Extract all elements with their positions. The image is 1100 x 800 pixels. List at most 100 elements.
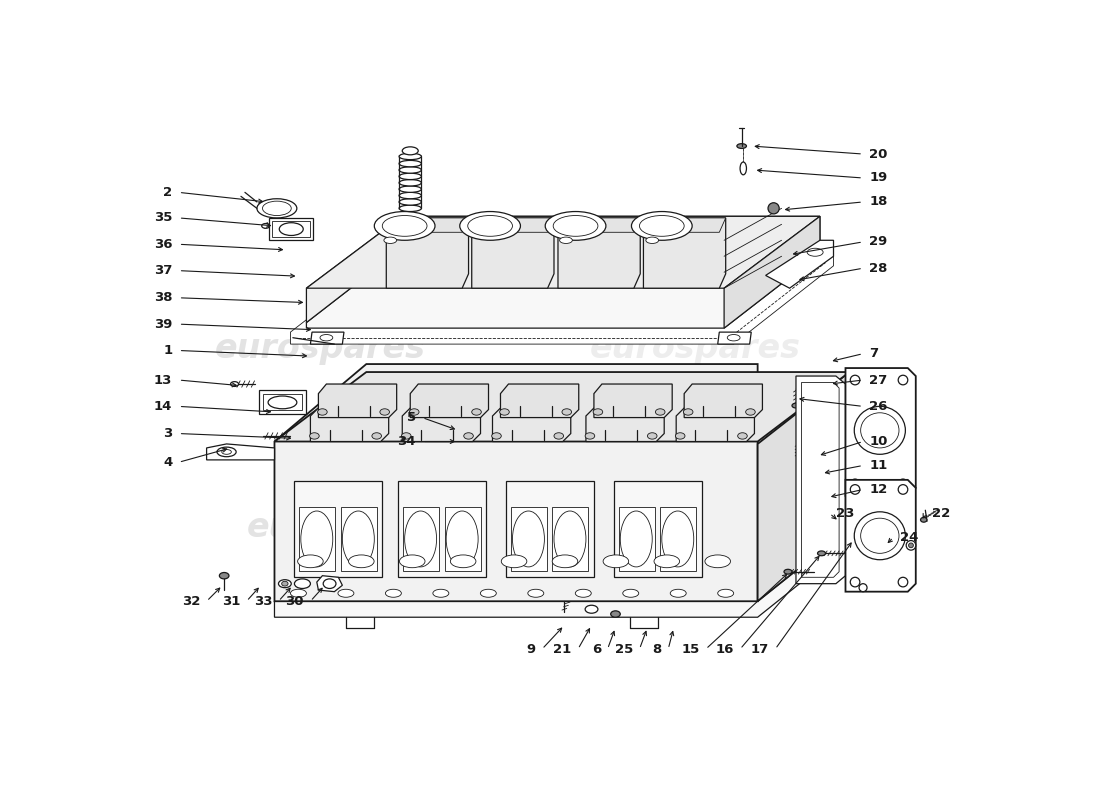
Ellipse shape bbox=[740, 162, 747, 174]
Ellipse shape bbox=[727, 334, 740, 341]
Ellipse shape bbox=[562, 409, 572, 415]
Ellipse shape bbox=[560, 237, 572, 243]
Ellipse shape bbox=[222, 450, 231, 454]
Ellipse shape bbox=[338, 590, 354, 598]
Ellipse shape bbox=[374, 211, 434, 240]
Ellipse shape bbox=[899, 375, 907, 385]
Text: 33: 33 bbox=[254, 594, 272, 608]
Ellipse shape bbox=[575, 590, 592, 598]
Polygon shape bbox=[275, 364, 758, 602]
Text: 16: 16 bbox=[715, 642, 734, 656]
Ellipse shape bbox=[402, 433, 411, 439]
Text: 38: 38 bbox=[154, 291, 173, 304]
Text: 25: 25 bbox=[615, 642, 634, 656]
Text: 3: 3 bbox=[163, 427, 173, 440]
Ellipse shape bbox=[639, 215, 684, 236]
Text: 5: 5 bbox=[407, 411, 416, 424]
Bar bbox=[263, 394, 302, 410]
Ellipse shape bbox=[623, 590, 639, 598]
Bar bbox=[258, 390, 307, 414]
Ellipse shape bbox=[468, 215, 513, 236]
Polygon shape bbox=[758, 372, 849, 602]
Bar bbox=[614, 482, 702, 578]
Ellipse shape bbox=[662, 511, 694, 567]
Ellipse shape bbox=[768, 202, 779, 214]
Text: 7: 7 bbox=[869, 347, 879, 360]
Ellipse shape bbox=[499, 409, 509, 415]
Ellipse shape bbox=[850, 578, 860, 587]
Ellipse shape bbox=[654, 555, 680, 568]
Ellipse shape bbox=[219, 573, 229, 579]
Ellipse shape bbox=[384, 237, 397, 243]
Text: 31: 31 bbox=[222, 594, 240, 608]
Ellipse shape bbox=[472, 409, 482, 415]
Polygon shape bbox=[275, 372, 849, 442]
Ellipse shape bbox=[656, 409, 666, 415]
Polygon shape bbox=[644, 218, 726, 232]
Ellipse shape bbox=[552, 555, 578, 568]
Ellipse shape bbox=[554, 511, 586, 567]
Ellipse shape bbox=[817, 551, 825, 556]
Text: 13: 13 bbox=[154, 374, 173, 386]
Ellipse shape bbox=[290, 590, 307, 598]
Text: eurospares: eurospares bbox=[590, 331, 801, 365]
Ellipse shape bbox=[300, 511, 333, 567]
Polygon shape bbox=[796, 376, 846, 584]
Ellipse shape bbox=[675, 433, 685, 439]
Ellipse shape bbox=[553, 215, 598, 236]
Ellipse shape bbox=[433, 590, 449, 598]
Ellipse shape bbox=[859, 584, 867, 592]
Polygon shape bbox=[558, 218, 640, 232]
Text: 15: 15 bbox=[681, 642, 700, 656]
Ellipse shape bbox=[323, 579, 336, 589]
Ellipse shape bbox=[460, 211, 520, 240]
Ellipse shape bbox=[899, 578, 907, 587]
Polygon shape bbox=[676, 408, 755, 442]
Polygon shape bbox=[318, 384, 397, 418]
Polygon shape bbox=[307, 216, 820, 288]
Ellipse shape bbox=[784, 570, 792, 574]
Ellipse shape bbox=[399, 179, 421, 186]
Ellipse shape bbox=[217, 447, 236, 457]
Text: 36: 36 bbox=[154, 238, 173, 250]
Ellipse shape bbox=[257, 198, 297, 218]
Polygon shape bbox=[207, 444, 275, 460]
Ellipse shape bbox=[850, 479, 860, 489]
Text: 4: 4 bbox=[163, 456, 173, 469]
Text: 14: 14 bbox=[154, 400, 173, 413]
Polygon shape bbox=[594, 384, 672, 418]
Ellipse shape bbox=[620, 511, 652, 567]
Polygon shape bbox=[310, 408, 388, 442]
Ellipse shape bbox=[631, 211, 692, 240]
Ellipse shape bbox=[464, 433, 473, 439]
Bar bbox=[295, 482, 383, 578]
Bar bbox=[510, 507, 547, 571]
Ellipse shape bbox=[447, 511, 478, 567]
Ellipse shape bbox=[705, 555, 730, 568]
Ellipse shape bbox=[513, 511, 544, 567]
Ellipse shape bbox=[646, 237, 659, 243]
Polygon shape bbox=[724, 216, 820, 328]
Text: 10: 10 bbox=[869, 435, 888, 448]
Ellipse shape bbox=[452, 430, 460, 434]
Text: 37: 37 bbox=[154, 264, 173, 277]
Text: 9: 9 bbox=[527, 642, 536, 656]
Text: 29: 29 bbox=[869, 235, 888, 248]
Polygon shape bbox=[472, 218, 554, 288]
Ellipse shape bbox=[899, 479, 907, 489]
Bar bbox=[403, 507, 439, 571]
Text: 24: 24 bbox=[900, 531, 918, 544]
Polygon shape bbox=[586, 408, 664, 442]
Ellipse shape bbox=[610, 611, 620, 618]
Ellipse shape bbox=[593, 409, 603, 415]
Text: 26: 26 bbox=[869, 400, 888, 413]
Ellipse shape bbox=[554, 433, 563, 439]
Ellipse shape bbox=[670, 590, 686, 598]
Ellipse shape bbox=[309, 433, 319, 439]
Ellipse shape bbox=[448, 428, 464, 436]
Ellipse shape bbox=[282, 582, 288, 586]
Ellipse shape bbox=[399, 154, 421, 160]
Polygon shape bbox=[275, 528, 849, 602]
Ellipse shape bbox=[318, 409, 327, 415]
Text: eurospares: eurospares bbox=[246, 511, 458, 544]
